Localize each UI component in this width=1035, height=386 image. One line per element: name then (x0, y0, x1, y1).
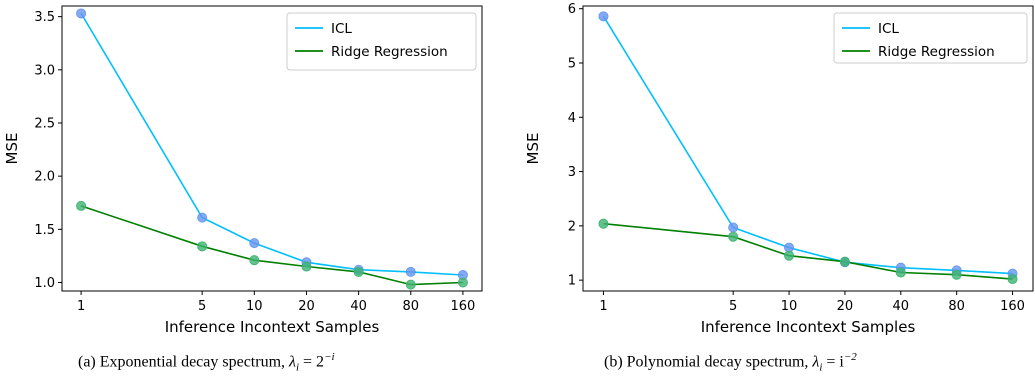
icl-point (249, 238, 260, 249)
caption-lambda: λ (812, 353, 820, 371)
ridge-point (405, 279, 416, 290)
y-tick-label: 6 (568, 2, 576, 17)
y-tick-label: 2.0 (34, 170, 55, 185)
caption-subscript: i (295, 361, 300, 374)
chart-exponential-decay: 1 5 10 20 40 80 160 1.0 1.5 2.0 2.5 3.0 3.5 Inference… (3, 5, 483, 336)
caption-subscript: i (819, 361, 823, 374)
legend-box (286, 12, 477, 71)
ridge-point (301, 261, 312, 272)
y-tick-label: 3.5 (34, 10, 55, 25)
y-tick-label: 1 (568, 274, 576, 289)
x-tick-label: 80 (402, 299, 419, 314)
icl-point (197, 212, 208, 223)
ridge-point (728, 231, 739, 242)
caption-equation: = 2 (299, 353, 325, 371)
figure: 1 5 10 20 40 80 160 1.0 1.5 2.0 2.5 3.0 3.5 Inference… (3, 2, 1034, 336)
caption-superscript: −2 (843, 351, 857, 363)
ridge-point (895, 267, 906, 278)
ridge-point (598, 218, 609, 229)
x-tick-label: 10 (246, 299, 263, 314)
y-tick-label: 5 (568, 57, 576, 72)
x-tick-label: 80 (948, 299, 965, 314)
ridge-series-line (80, 205, 463, 286)
plot-area-frame (61, 5, 483, 292)
ridge-point (457, 277, 468, 288)
caption-superscript: −i (324, 351, 335, 363)
x-tick-label: 1 (599, 299, 607, 314)
y-axis-title: MSE (524, 133, 542, 165)
icl-point (598, 11, 609, 22)
chart-polynomial-decay: 1 5 10 20 40 80 160 1 2 3 4 5 6 Inference Incontext S… (524, 2, 1034, 336)
caption-polynomial-decay: (b) Polynomial decay spectrum, λi = i−2 (604, 351, 857, 374)
ridge-point (249, 255, 260, 266)
y-tick-label: 2 (568, 219, 576, 234)
icl-point (405, 266, 416, 277)
legend-icl-label: ICL (878, 21, 899, 37)
caption-lambda: λ (289, 353, 296, 371)
ridge-point (1007, 274, 1018, 285)
ridge-point (197, 241, 208, 252)
ridge-point (784, 250, 795, 261)
ridge-point (839, 256, 850, 267)
ridge-point (951, 269, 962, 280)
y-tick-label: 1.5 (34, 223, 55, 238)
icl-point (728, 222, 739, 233)
x-tick-label: 5 (729, 299, 737, 314)
legend-ridge-label: Ridge Regression (878, 44, 995, 60)
plot-area-frame (582, 5, 1034, 292)
caption-exponential-decay: (a) Exponential decay spectrum, λi = 2−i (78, 351, 335, 374)
y-tick-label: 3 (568, 165, 576, 180)
caption-text: (b) Polynomial decay spectrum, (604, 353, 809, 371)
x-tick-label: 40 (893, 299, 910, 314)
y-tick-label: 3.0 (34, 63, 55, 78)
legend-icl-label: ICL (331, 21, 352, 37)
caption-equation: = i (822, 353, 844, 371)
ridge-point (76, 200, 87, 211)
icl-point (76, 8, 87, 19)
y-tick-label: 2.5 (34, 116, 55, 131)
y-axis-title: MSE (3, 133, 21, 165)
ridge-point (353, 266, 364, 277)
x-tick-label: 5 (198, 299, 206, 314)
x-axis-title: Inference Incontext Samples (701, 318, 916, 336)
x-tick-label: 1 (77, 299, 85, 314)
x-tick-label: 40 (350, 299, 367, 314)
legend-ridge-label: Ridge Regression (331, 44, 448, 60)
y-tick-label: 4 (568, 111, 576, 126)
x-tick-label: 160 (1000, 299, 1025, 314)
x-axis-title: Inference Incontext Samples (165, 318, 380, 336)
y-tick-label: 1.0 (34, 276, 55, 291)
x-tick-label: 20 (298, 299, 315, 314)
legend-box (833, 12, 1028, 64)
caption-text: (a) Exponential decay spectrum, (78, 353, 286, 371)
x-tick-label: 20 (837, 299, 854, 314)
x-tick-label: 10 (781, 299, 798, 314)
x-tick-label: 160 (450, 299, 475, 314)
